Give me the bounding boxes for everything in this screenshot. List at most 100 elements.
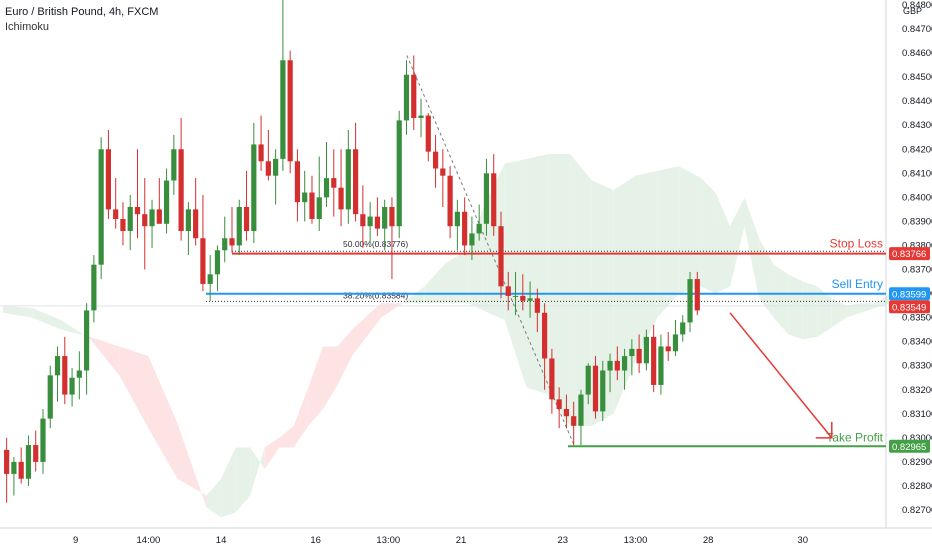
candle-body[interactable] bbox=[382, 206, 388, 229]
candle-body[interactable] bbox=[40, 418, 46, 462]
candle-body[interactable] bbox=[389, 206, 395, 227]
candle-body[interactable] bbox=[62, 356, 68, 395]
candle-body[interactable] bbox=[11, 461, 17, 474]
candle-body[interactable] bbox=[309, 192, 315, 219]
candle-body[interactable] bbox=[4, 449, 10, 474]
candle-body[interactable] bbox=[54, 356, 61, 376]
candle-body[interactable] bbox=[76, 370, 82, 378]
candle-body[interactable] bbox=[549, 358, 555, 400]
candle-body[interactable] bbox=[651, 336, 657, 385]
candle-body[interactable] bbox=[636, 348, 642, 364]
candle-body[interactable] bbox=[374, 216, 381, 229]
candle-body[interactable] bbox=[643, 336, 649, 364]
candle-body[interactable] bbox=[505, 286, 511, 296]
candle-body[interactable] bbox=[207, 274, 213, 284]
candle-body[interactable] bbox=[425, 115, 431, 152]
candle-body[interactable] bbox=[469, 233, 475, 246]
candle-body[interactable] bbox=[447, 175, 453, 227]
candle-body[interactable] bbox=[178, 149, 184, 232]
candle-body[interactable] bbox=[418, 115, 424, 118]
candle-body[interactable] bbox=[665, 346, 671, 352]
candle-body[interactable] bbox=[520, 295, 526, 301]
candle-body[interactable] bbox=[302, 192, 308, 203]
candle-body[interactable] bbox=[91, 264, 97, 311]
candle-body[interactable] bbox=[592, 365, 599, 412]
candle-body[interactable] bbox=[629, 348, 635, 357]
cloud-segment bbox=[424, 262, 447, 304]
candle-body[interactable] bbox=[84, 310, 90, 371]
candle-body[interactable] bbox=[614, 360, 620, 371]
candle-body[interactable] bbox=[171, 149, 177, 181]
candle-body[interactable] bbox=[454, 211, 460, 227]
candle-body[interactable] bbox=[498, 226, 504, 287]
candle-body[interactable] bbox=[18, 461, 24, 479]
candle-body[interactable] bbox=[156, 209, 162, 224]
candle-body[interactable] bbox=[542, 312, 548, 359]
candle-body[interactable] bbox=[440, 168, 446, 176]
candle-body[interactable] bbox=[585, 365, 591, 395]
candle-body[interactable] bbox=[432, 151, 439, 169]
candle-body[interactable] bbox=[236, 206, 242, 246]
cloud-segment bbox=[700, 178, 716, 294]
candle-body[interactable] bbox=[491, 173, 497, 227]
candle-body[interactable] bbox=[694, 279, 700, 311]
candle-body[interactable] bbox=[243, 206, 250, 232]
candle-body[interactable] bbox=[25, 445, 32, 479]
candle-body[interactable] bbox=[193, 209, 199, 239]
candle-body[interactable] bbox=[113, 209, 119, 219]
candle-body[interactable] bbox=[687, 279, 693, 323]
candle-body[interactable] bbox=[411, 74, 417, 118]
candle-body[interactable] bbox=[229, 238, 235, 246]
candle-body[interactable] bbox=[265, 161, 271, 176]
candle-body[interactable] bbox=[69, 377, 75, 395]
candle-body[interactable] bbox=[105, 149, 112, 210]
candle-body[interactable] bbox=[396, 120, 402, 227]
candle-body[interactable] bbox=[258, 144, 264, 162]
candle-body[interactable] bbox=[563, 408, 570, 417]
candle-body[interactable] bbox=[33, 445, 39, 462]
candle-body[interactable] bbox=[120, 218, 126, 232]
candle-body[interactable] bbox=[185, 209, 191, 232]
candle-body[interactable] bbox=[200, 238, 206, 284]
candle-body[interactable] bbox=[251, 144, 257, 232]
candle-body[interactable] bbox=[367, 216, 373, 227]
candle-body[interactable] bbox=[134, 206, 141, 215]
candle-body[interactable] bbox=[680, 322, 686, 335]
candle-body[interactable] bbox=[360, 214, 366, 227]
candle-body[interactable] bbox=[273, 158, 279, 176]
candle-body[interactable] bbox=[316, 197, 322, 219]
candle-body[interactable] bbox=[607, 360, 613, 371]
candle-body[interactable] bbox=[621, 356, 628, 371]
candle-body[interactable] bbox=[294, 161, 301, 203]
candle-body[interactable] bbox=[287, 60, 293, 162]
candle-body[interactable] bbox=[323, 178, 330, 198]
candle-body[interactable] bbox=[527, 298, 533, 301]
candle-body[interactable] bbox=[512, 295, 519, 297]
candle-body[interactable] bbox=[534, 298, 540, 313]
candle-body[interactable] bbox=[47, 375, 53, 419]
candle-body[interactable] bbox=[142, 214, 148, 227]
candle-body[interactable] bbox=[483, 173, 490, 224]
candle-body[interactable] bbox=[672, 334, 679, 352]
candle-body[interactable] bbox=[556, 399, 562, 409]
candle-body[interactable] bbox=[600, 370, 606, 412]
candle-body[interactable] bbox=[658, 346, 664, 385]
candle-body[interactable] bbox=[352, 149, 359, 215]
candle-body[interactable] bbox=[578, 394, 584, 426]
candle-body[interactable] bbox=[149, 209, 155, 227]
candle-body[interactable] bbox=[127, 206, 133, 232]
candle-body[interactable] bbox=[163, 180, 170, 224]
candle-body[interactable] bbox=[571, 416, 577, 426]
candle-body[interactable] bbox=[98, 149, 104, 265]
indicator-label[interactable]: Ichimoku bbox=[5, 21, 50, 33]
candle-body[interactable] bbox=[403, 74, 410, 121]
candle-body[interactable] bbox=[222, 238, 228, 251]
candle-body[interactable] bbox=[331, 178, 337, 188]
candle-body[interactable] bbox=[476, 223, 482, 234]
candle-body[interactable] bbox=[462, 211, 468, 246]
candle-body[interactable] bbox=[345, 149, 351, 210]
candle-body[interactable] bbox=[280, 60, 286, 159]
candle-body[interactable] bbox=[214, 250, 221, 275]
candle-body[interactable] bbox=[338, 187, 344, 210]
